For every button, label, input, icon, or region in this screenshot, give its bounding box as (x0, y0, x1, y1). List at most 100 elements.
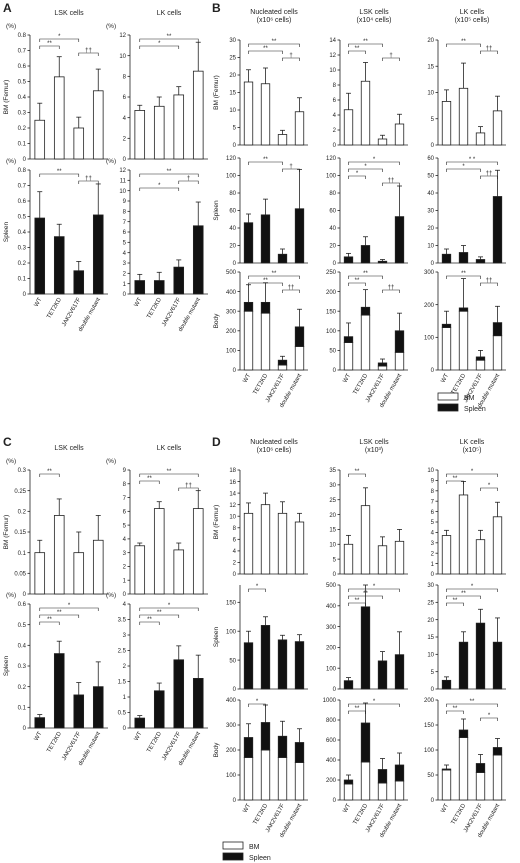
y-tick-label: 0.1 (18, 142, 27, 148)
bar-spleen (458, 307, 469, 312)
significance-bracket (446, 168, 481, 172)
legend-swatch-spleen (437, 403, 459, 412)
y-tick-label: 4 (123, 602, 127, 608)
significance-mark: †† (185, 483, 192, 489)
y-tick-label: 0.6 (18, 64, 27, 70)
y-axis-label: Spleen (213, 200, 220, 221)
y-tick-label: 120 (326, 156, 337, 162)
y-tick-label: 0.25 (14, 489, 26, 495)
significance-mark: ** (263, 278, 268, 284)
bar (441, 253, 452, 264)
bar (134, 110, 146, 160)
chart-title: LK cells (460, 439, 485, 446)
bar-bm (343, 783, 354, 801)
y-tick-label: 18 (229, 468, 236, 474)
legend-swatch-bm (222, 841, 244, 850)
y-tick-label: 10 (329, 68, 336, 74)
unit-label: (%) (106, 592, 116, 599)
bar (153, 280, 165, 295)
bar (343, 109, 354, 146)
significance-mark: * (168, 603, 171, 609)
bar-bm (243, 757, 254, 801)
significance-bracket (139, 187, 180, 191)
y-tick-label: 1 (123, 282, 127, 288)
significance-bracket (39, 621, 60, 625)
y-tick-label: 15 (229, 91, 236, 97)
significance-bracket (39, 473, 60, 477)
significance-bracket (348, 602, 366, 606)
bar (92, 214, 104, 295)
x-tick-label: TET2KD (146, 296, 163, 319)
significance-mark: ** (453, 706, 458, 712)
y-tick-label: 100 (226, 629, 237, 635)
y-tick-label: 100 (226, 174, 237, 180)
significance-bracket (446, 710, 464, 714)
y-tick-label: 0.5 (18, 623, 27, 629)
bar-bm (475, 359, 486, 371)
bar (260, 83, 271, 146)
significance-bracket (139, 173, 199, 177)
y-tick-label: 12 (329, 53, 336, 59)
y-tick-label: 7 (123, 220, 127, 226)
y-axis-label: Spleen (3, 222, 10, 243)
chart-title: LSK cells (359, 9, 389, 16)
significance-bracket (348, 595, 383, 599)
y-tick-label: 5 (431, 520, 435, 526)
y-tick-label: 12 (119, 168, 126, 174)
y-tick-label: 150 (326, 309, 337, 315)
x-tick-label: WT (34, 297, 44, 308)
significance-mark: * (471, 584, 474, 590)
significance-bracket (78, 52, 99, 56)
bar-spleen (294, 742, 305, 763)
x-tick-label: WT (440, 373, 450, 384)
significance-bracket (382, 57, 400, 61)
y-tick-label: 0 (333, 368, 337, 374)
significance-mark: ** (167, 34, 172, 40)
significance-bracket (480, 487, 498, 491)
bar-bm (343, 342, 354, 371)
x-tick-label: WT (242, 803, 252, 814)
x-tick-label: WT (342, 803, 352, 814)
bar-spleen (360, 306, 371, 316)
y-tick-label: 8 (233, 526, 237, 532)
y-tick-label: 0 (123, 592, 127, 598)
chart-title: (x10⁶ cells) (257, 447, 292, 454)
panel-label-b: B (212, 1, 221, 15)
chart-title: (x10⁵ cells) (455, 17, 490, 24)
bar (153, 105, 165, 160)
y-axis-label: Spleen (3, 656, 10, 677)
y-tick-label: 3 (431, 541, 435, 547)
chart-title: Nucleated cells (250, 439, 298, 446)
significance-mark: †† (388, 178, 395, 184)
chart-B_nuc_sp: 0 20 40 60 80 100 120 Spleen ** † (213, 156, 308, 267)
significance-bracket (39, 607, 99, 611)
bar (394, 654, 405, 690)
bar (243, 222, 254, 264)
y-tick-label: 80 (229, 191, 236, 197)
y-tick-label: 4 (123, 116, 127, 122)
bar (73, 270, 85, 295)
bar (360, 505, 371, 575)
y-tick-label: 15 (427, 64, 434, 70)
chart-B_lsk_sp: 0 20 40 60 80 100 120 * * * †† (326, 156, 408, 267)
y-tick-label: 0.1 (18, 706, 27, 712)
y-tick-label: 10 (427, 468, 434, 474)
significance-bracket (139, 38, 199, 42)
y-tick-label: 2 (123, 565, 127, 571)
chart-C_lsk_sp: 0 0.1 0.2 0.3 0.4 0.5 0.6(%) Spleen WT TET2KDJAK2… (3, 592, 108, 767)
y-tick-label: 0.3 (18, 111, 27, 117)
y-tick-label: 0.5 (18, 80, 27, 86)
y-axis-label: BM (Femur) (3, 80, 10, 115)
bar-spleen (260, 301, 271, 314)
bar (343, 256, 354, 264)
chart-C_lk_bm: 0 1 2 3 4 5 6 7 8 9 (%) LK cells ** ** †† (106, 445, 208, 598)
bar-spleen (492, 322, 503, 337)
x-tick-label: TET2KD (353, 802, 370, 825)
y-tick-label: 300 (226, 723, 237, 729)
significance-mark: * (373, 584, 376, 590)
y-tick-label: 200 (226, 748, 237, 754)
significance-bracket (282, 168, 300, 172)
x-tick-label: double mutant (78, 731, 102, 767)
